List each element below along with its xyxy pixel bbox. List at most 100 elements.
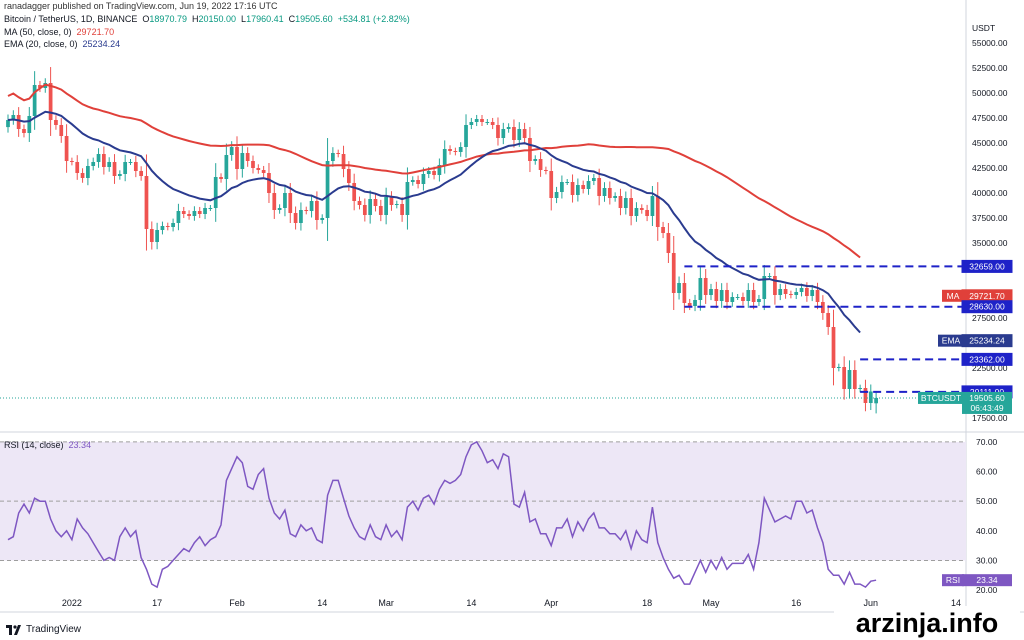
candle-body: [27, 116, 32, 133]
candle-body: [863, 388, 868, 403]
candle-body: [591, 178, 596, 181]
candle-body: [480, 119, 484, 122]
rsi-tick-label: 30.00: [976, 555, 998, 565]
candle-body: [565, 182, 570, 183]
candle-body: [357, 201, 362, 205]
high-value: 20150.00: [198, 14, 237, 24]
price-tick-label: 22500.00: [972, 363, 1008, 373]
candle-body: [123, 162, 128, 174]
candle-body: [384, 197, 388, 215]
candle-body: [847, 370, 852, 389]
candle-body: [394, 204, 399, 205]
ma-value: 29721.70: [76, 27, 115, 37]
candle-body: [421, 174, 426, 184]
rsi-tick-label: 40.00: [976, 526, 998, 536]
rsi-tick-label: 60.00: [976, 467, 998, 477]
bar-countdown: 06:43:49: [970, 403, 1003, 413]
candle-body: [219, 177, 223, 179]
candle-body: [746, 290, 751, 301]
candle-body: [613, 196, 618, 198]
candle-body: [325, 161, 330, 218]
candle-body: [368, 199, 373, 215]
candle-body: [176, 211, 181, 223]
candle-body: [38, 85, 42, 88]
price-tick-label: 55000.00: [972, 38, 1008, 48]
price-tick-label: 50000.00: [972, 88, 1008, 98]
candle-body: [432, 171, 436, 175]
tradingview-icon: [6, 624, 21, 635]
tradingview-logo[interactable]: TradingView: [6, 624, 81, 635]
time-tick-label: May: [703, 598, 721, 608]
candle-body: [858, 388, 862, 389]
candle-body: [107, 162, 112, 167]
candle-body: [826, 313, 831, 327]
candle-body: [794, 292, 799, 295]
candle-body: [836, 367, 841, 368]
price-tick-label: 37500.00: [972, 213, 1008, 223]
candle-body: [32, 85, 37, 116]
candle-body: [416, 180, 420, 184]
level-label: 28630.00: [969, 302, 1005, 312]
candle-body: [91, 162, 96, 166]
price-tick-label: 47500.00: [972, 113, 1008, 123]
ema-legend[interactable]: EMA (20, close, 0) 25234.24: [4, 39, 120, 49]
candle-body: [501, 129, 506, 138]
symbol-tag: BTCUSDT: [921, 393, 961, 403]
candle-body: [373, 199, 378, 206]
candle-body: [544, 170, 548, 171]
candle-body: [181, 211, 186, 214]
time-tick-label: 16: [791, 598, 801, 608]
candle-body: [789, 294, 793, 295]
candle-body: [650, 196, 655, 216]
candle-body: [341, 154, 346, 169]
candle-body: [277, 208, 282, 210]
candle-body: [86, 166, 90, 178]
candle-body: [133, 162, 138, 171]
time-tick-label: Mar: [378, 598, 394, 608]
candle-body: [581, 185, 586, 189]
ema-value: 25234.24: [82, 39, 121, 49]
candle-body: [719, 290, 724, 301]
ma-tag-bg: [942, 289, 964, 302]
candle-body: [149, 229, 154, 242]
time-tick-label: 18: [642, 598, 652, 608]
candle-body: [805, 288, 809, 296]
candle-body: [293, 213, 298, 223]
candle-body: [709, 289, 713, 295]
candle-body: [165, 226, 170, 227]
time-tick-label: 14: [317, 598, 327, 608]
candle-body: [570, 182, 575, 195]
candle-body: [442, 149, 447, 165]
ma-legend[interactable]: MA (50, close, 0) 29721.70: [4, 27, 114, 37]
candle-body: [48, 83, 53, 120]
candle-body: [240, 153, 245, 169]
last-price-value: 19505.60: [969, 393, 1005, 403]
candle-body: [315, 201, 319, 220]
ema-label: EMA (20, close, 0): [4, 39, 78, 49]
candle-body: [464, 125, 468, 147]
candle-body: [842, 367, 847, 389]
level-label-bg: [961, 300, 1013, 314]
candle-body: [687, 303, 692, 306]
candle-body: [597, 178, 602, 196]
candle-body: [618, 196, 623, 208]
price-tick-label: 52500.00: [972, 63, 1008, 73]
level-label-bg: [961, 259, 1013, 273]
candle-body: [187, 214, 191, 216]
price-tick-label: 42500.00: [972, 163, 1008, 173]
candle-body: [6, 120, 10, 128]
symbol-title[interactable]: Bitcoin / TetherUS, 1D, BINANCE: [4, 14, 138, 24]
candle-body: [245, 153, 250, 161]
low-value: 17960.41: [246, 14, 284, 24]
price-tick-label: 17500.00: [972, 413, 1008, 423]
candle-body: [852, 370, 857, 389]
candle-body: [203, 208, 207, 214]
price-tick-label: 40000.00: [972, 188, 1008, 198]
open-value: 18970.79: [149, 14, 187, 24]
candle-body: [299, 210, 303, 223]
ma50-line: [7, 83, 861, 259]
candle-body: [400, 204, 404, 215]
candle-body: [272, 193, 277, 210]
rsi-legend[interactable]: RSI (14, close) 23.34: [4, 440, 91, 450]
candle-body: [576, 185, 580, 195]
